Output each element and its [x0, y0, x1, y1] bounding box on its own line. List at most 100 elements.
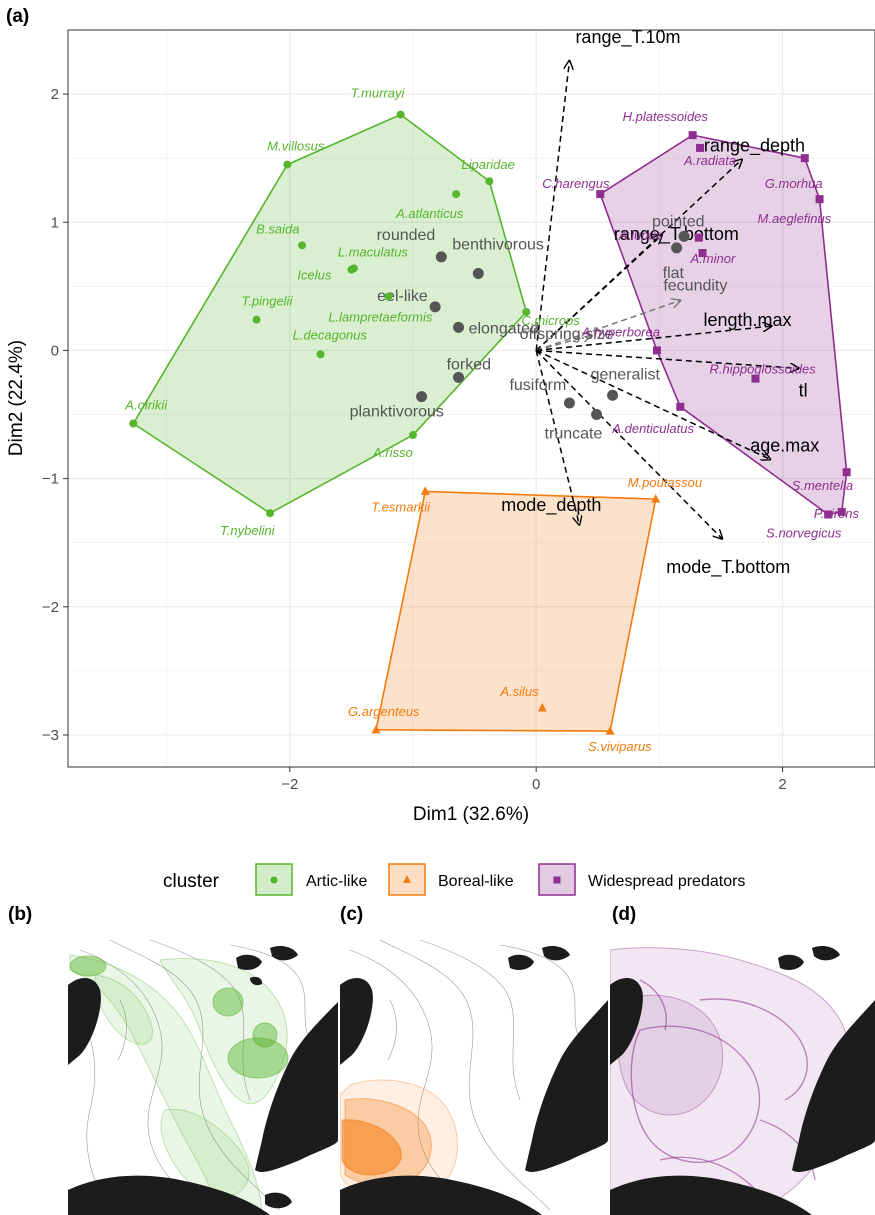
species-point-r-hippoglossoides [751, 374, 760, 383]
trait-point-generalist [607, 389, 619, 401]
species-point-icelus [347, 265, 356, 274]
panel-label-b: (b) [8, 904, 32, 925]
species-label-s-viviparus: S.viviparus [588, 739, 652, 754]
y-tick-label: −1 [42, 471, 59, 488]
y-tick-label: −2 [42, 599, 59, 616]
pca-biplot: range_T.10m range_depth range_T.bottomfecu… [6, 27, 875, 825]
trait-label-truncate: truncate [545, 426, 603, 443]
hull-widespread-predators [599, 134, 848, 516]
species-label-g-argenteus: G.argenteus [348, 704, 420, 719]
trait-label-planktivorous: planktivorous [350, 404, 444, 421]
vector-label-mode-depth: mode_depth [501, 495, 601, 516]
trait-label-elongated: elongated [469, 320, 539, 337]
species-point-a-risso [408, 431, 417, 440]
y-tick-label: 2 [51, 86, 59, 103]
species-point-s-norvegicus [824, 510, 833, 519]
species-point-a-radiata [696, 143, 705, 152]
species-label-a-atlanticus: A.atlanticus [395, 206, 464, 221]
species-point-s-mentella [842, 468, 851, 477]
species-point-m-villosus [283, 160, 292, 169]
species-label-t-nybelini: T.nybelini [220, 523, 276, 538]
legend-marker-square [553, 876, 561, 884]
trait-label-benthivorous: benthivorous [452, 237, 544, 254]
trait-point-eel-like [429, 301, 441, 313]
species-point-a-minor [698, 249, 707, 258]
trait-label-fusiform: fusiform [509, 377, 566, 394]
species-label-liparidae: Liparidae [461, 157, 514, 172]
species-point-l-decagonus [316, 350, 325, 359]
trait-label-rounded: rounded [377, 227, 436, 244]
land-masses [340, 945, 608, 1215]
species-point-t-esmarkii [420, 486, 430, 495]
species-label-l-decagonus: L.decagonus [293, 327, 368, 342]
trait-point-forked [453, 371, 465, 383]
density-contours-light [610, 947, 852, 1215]
species-point-m-aeglefinus [815, 195, 824, 204]
trait-point-elongated [453, 321, 465, 333]
species-point-h-platessoides [688, 131, 697, 140]
species-point-p-virens [837, 507, 846, 516]
trait-point-benthivorous [472, 268, 484, 280]
species-label-c-microps: C.microps [521, 313, 580, 328]
x-tick-label: −2 [281, 776, 298, 793]
plot-border [67, 29, 875, 768]
species-label-m-villosus: M.villosus [267, 139, 325, 154]
species-point-liparidae [485, 177, 494, 186]
vector-range-t-bottom [535, 235, 662, 351]
trait-points: rounded benthivorous eel-like elongated fork… [350, 213, 705, 442]
species-label-a-radiata: A.radiata [683, 153, 736, 168]
trait-point-truncate [591, 409, 603, 421]
legend-swatch-widespread-predators [538, 863, 576, 896]
trait-vectors: range_T.10m range_depth range_T.bottomfecu… [501, 27, 819, 578]
species-label-p-virens: P.virens [814, 506, 860, 521]
panel-label-c: (c) [340, 904, 363, 925]
legend-label-artic-like: Artic-like [306, 873, 367, 890]
trait-label-flat: flat [663, 265, 685, 282]
species-label-a-hyperborea: A.hyperborea [581, 324, 660, 339]
species-point-l-lampretaeformis [384, 292, 393, 301]
y-tick-label: 1 [51, 214, 59, 231]
vector-label-range-t-bottom: range_T.bottom [614, 224, 739, 245]
land-masses [68, 945, 338, 1215]
species-point-a-atlanticus [452, 190, 461, 199]
species-label-h-platessoides: H.platessoides [623, 109, 709, 124]
trait-label-eel-like: eel-like [377, 288, 428, 305]
trait-point-flat [671, 242, 683, 254]
y-axis-title: Dim2 (22.4%) [6, 340, 27, 456]
legend-key-boreal-like: Boreal-like [388, 863, 514, 896]
legend-label-boreal-like: Boreal-like [438, 873, 514, 890]
species-label-a-silus: A.silus [499, 684, 539, 699]
species-points: M.villosus T.murrayi Liparidae A.atlanticus… [124, 86, 859, 755]
species-point-c-harengus [596, 190, 605, 199]
x-axis-title: Dim1 (32.6%) [413, 804, 529, 825]
species-label-icelus: Icelus [297, 268, 331, 283]
vector-label-length-max: length.max [704, 310, 792, 330]
map-artic-like-distribution [68, 937, 338, 1215]
vector-tl [536, 349, 798, 368]
species-label-t-pingelii: T.pingelii [242, 294, 294, 309]
legend-key-widespread-predators: Widespread predators [538, 863, 745, 896]
species-point-t-nybelini [266, 509, 275, 518]
map-widespread-predators-distribution [610, 937, 875, 1215]
vector-range-t-10m [535, 61, 569, 351]
axis-ticks: −2 0 2 −3 −2 −1 0 1 2 [42, 86, 787, 793]
cluster-hulls [132, 113, 848, 732]
species-point-a-silus [537, 703, 547, 712]
species-point-a-denticulatus [676, 402, 685, 411]
trait-point-fusiform [563, 397, 575, 409]
vector-label-tl: tl [799, 380, 808, 400]
panel-label-d: (d) [612, 904, 636, 925]
species-point-a-olrikii [129, 419, 138, 428]
x-tick-label: 2 [778, 776, 786, 793]
species-label-t-murrayi: T.murrayi [351, 86, 406, 101]
species-label-s-mentella: S.mentella [792, 478, 853, 493]
vector-label-fecundity: fecundity [663, 277, 727, 294]
species-point-a-lupus [694, 233, 703, 242]
species-label-m-poutassou: M.poutassou [628, 475, 702, 490]
species-point-t-murrayi [396, 110, 405, 119]
species-label-l-maculatus: L.maculatus [338, 244, 409, 259]
trait-label-forked: forked [447, 356, 491, 373]
species-point-t-pingelii [252, 315, 261, 324]
species-point-g-morhua [800, 154, 809, 163]
vector-range-depth [535, 159, 742, 351]
